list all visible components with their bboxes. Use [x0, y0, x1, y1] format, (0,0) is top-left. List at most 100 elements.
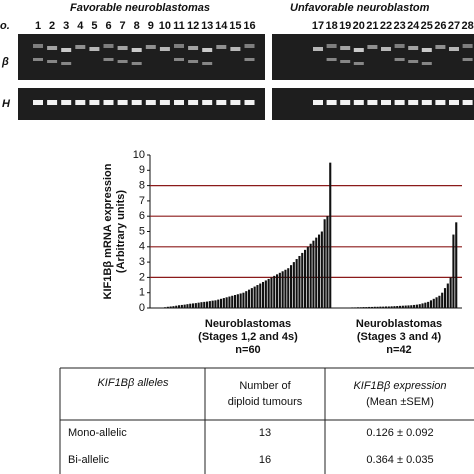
gel-band — [202, 100, 213, 105]
bar — [256, 285, 259, 308]
lane-number: 7 — [120, 20, 126, 32]
group-label: n=60 — [235, 344, 260, 356]
bar — [404, 305, 407, 308]
lane-number: 5 — [91, 20, 97, 32]
bar — [410, 305, 413, 308]
bar — [312, 240, 315, 308]
bar — [186, 304, 189, 308]
lane-number: 4 — [77, 20, 84, 32]
bar — [373, 306, 376, 308]
gel-band — [394, 44, 405, 48]
bar — [449, 277, 452, 308]
gel-band — [394, 58, 405, 61]
y-tick-label: 0 — [139, 302, 145, 314]
table-cell: Bi-allelic — [68, 454, 109, 466]
bar — [438, 295, 441, 308]
group-label: (Stages 3 and 4) — [357, 331, 442, 343]
lane-number: 1 — [35, 20, 41, 32]
gel-band — [340, 46, 351, 50]
gel-band — [117, 46, 128, 50]
bar — [379, 306, 382, 308]
lane-number: 19 — [339, 20, 351, 32]
table-cell: 13 — [259, 427, 271, 439]
gel-band — [47, 60, 58, 63]
bar — [166, 306, 169, 308]
bar — [267, 278, 270, 308]
bar — [180, 304, 183, 308]
bar — [231, 295, 234, 308]
gel-group-title: Unfavorable neuroblastom — [290, 2, 430, 14]
gel-band — [340, 100, 351, 105]
gel-band — [326, 58, 337, 61]
gel-band — [103, 100, 114, 105]
lane-number: 9 — [148, 20, 154, 32]
gel-band — [367, 100, 378, 105]
gel-band — [408, 46, 419, 50]
gel-band — [188, 46, 199, 50]
bar — [407, 305, 410, 308]
lane-number: 20 — [353, 20, 365, 32]
gel-band — [381, 100, 391, 105]
bar — [376, 306, 379, 308]
bar — [290, 265, 293, 308]
bar — [298, 255, 301, 308]
bar — [228, 296, 231, 308]
gel-band — [449, 47, 459, 51]
bar — [326, 216, 329, 308]
bar — [382, 306, 385, 308]
group-label: Neuroblastomas — [205, 318, 291, 330]
bar — [250, 288, 253, 308]
gel-band — [61, 62, 72, 65]
gel-band — [89, 47, 100, 51]
bar — [387, 306, 390, 308]
lane-number: 18 — [325, 20, 337, 32]
bar — [183, 304, 186, 308]
bar — [214, 300, 217, 308]
gel-top-left — [18, 34, 265, 80]
table-cell: Mono-allelic — [68, 427, 127, 439]
gel-band — [244, 100, 255, 105]
lane-number: 28 — [461, 20, 473, 32]
bar — [329, 162, 332, 308]
gel-band — [33, 58, 43, 61]
y-tick-label: 9 — [139, 164, 145, 176]
bar — [306, 246, 309, 308]
gel-band — [131, 48, 142, 52]
bar — [429, 300, 433, 308]
bar — [200, 302, 203, 308]
bar — [242, 292, 245, 308]
bar — [197, 302, 200, 308]
bar — [172, 306, 175, 308]
bar — [323, 219, 326, 308]
lane-number: 15 — [229, 20, 241, 32]
gel-band — [103, 58, 114, 61]
lane-number: 26 — [434, 20, 446, 32]
gel-band — [326, 44, 337, 48]
lane-number: 27 — [448, 20, 460, 32]
group-label: Neuroblastomas — [356, 318, 442, 330]
gel-band — [202, 62, 213, 65]
gel-band — [216, 45, 227, 49]
bar — [292, 262, 295, 308]
bar — [368, 306, 371, 308]
lane-number: 3 — [63, 20, 69, 32]
group-label: (Stages 1,2 and 4s) — [198, 331, 298, 343]
bar — [270, 277, 273, 308]
bar — [192, 303, 195, 308]
bar — [178, 305, 181, 308]
table-header: Number of — [239, 380, 291, 392]
bar — [284, 269, 287, 308]
bar — [441, 292, 444, 308]
gel-band — [216, 100, 227, 105]
gel-band — [313, 47, 323, 51]
gel-band — [435, 100, 446, 105]
y-tick-label: 7 — [139, 195, 145, 207]
bar — [264, 280, 267, 308]
gel-band — [159, 47, 170, 51]
bar — [287, 268, 290, 308]
lane-number: 17 — [312, 20, 324, 32]
bar — [443, 288, 447, 308]
lane-number: 2 — [49, 20, 55, 32]
lane-number: 16 — [243, 20, 255, 32]
gel-band — [449, 100, 459, 105]
